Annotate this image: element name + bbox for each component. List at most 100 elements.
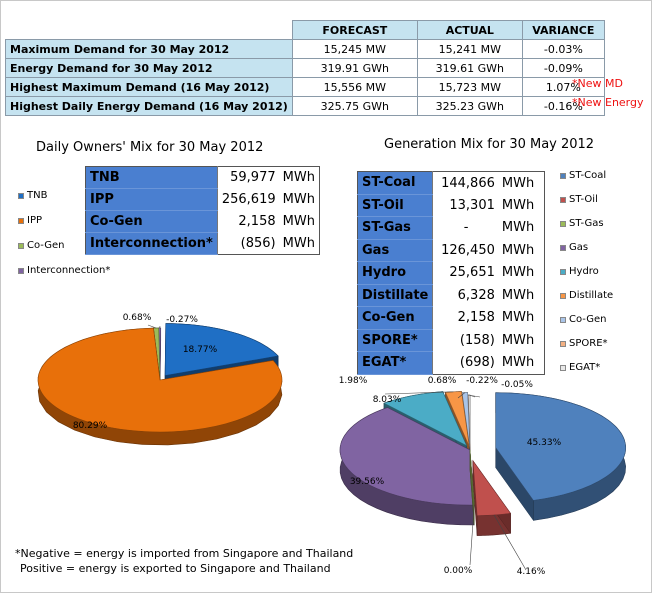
mix-value: 59,977 <box>217 166 280 189</box>
mix-value: 256,619 <box>217 188 280 211</box>
mix-unit: MWh <box>498 261 545 284</box>
pie-slice-ipp <box>37 327 283 446</box>
mix-value: 144,866 <box>432 171 499 194</box>
legend-swatch <box>18 242 24 249</box>
gen-legend-item: Distillate <box>560 290 613 301</box>
pie-label: 0.68% <box>123 313 152 323</box>
gen-mix-row: Gas 126,450 MWh <box>357 239 545 262</box>
legend-label: Distillate <box>569 290 614 301</box>
mix-unit: MWh <box>279 188 320 211</box>
mix-name: ST-Coal <box>357 171 434 195</box>
legend-swatch <box>560 316 566 323</box>
legend-label: ST-Coal <box>569 170 607 181</box>
gen-legend-item: Gas <box>560 242 613 253</box>
legend-label: Interconnection* <box>27 265 111 276</box>
legend-label: Co-Gen <box>569 314 607 325</box>
mix-value: - <box>432 216 499 239</box>
pie-label: 39.56% <box>350 477 385 487</box>
demand-row-actual: 15,723 MW <box>416 77 523 97</box>
mix-name: TNB <box>85 166 218 189</box>
legend-swatch <box>18 267 24 274</box>
gen-legend-item: ST-Coal <box>560 170 613 181</box>
demand-row-variance: -0.16% <box>521 96 605 116</box>
demand-row-forecast: 15,556 MW <box>291 77 418 97</box>
demand-header-row: FORECAST ACTUAL VARIANCE <box>5 20 605 40</box>
pie-label: 8.03% <box>373 395 402 405</box>
pie-label: 80.29% <box>73 421 108 431</box>
mix-unit: MWh <box>279 232 320 255</box>
mix-value: 6,328 <box>432 284 499 307</box>
demand-header-actual: ACTUAL <box>416 20 523 40</box>
mix-value: 2,158 <box>432 306 499 329</box>
owners-mix-table: TNB 59,977 MWh IPP 256,619 MWh Co-Gen 2,158 MW… <box>85 166 321 255</box>
gen-legend-item: ST-Gas <box>560 218 613 229</box>
owners-mix-title: Daily Owners' Mix for 30 May 2012 <box>36 140 264 155</box>
mix-name: ST-Gas <box>357 216 434 240</box>
demand-row-actual: 15,241 MW <box>416 39 523 59</box>
mix-unit: MWh <box>498 216 545 239</box>
footnote-negative: *Negative = energy is imported from Sing… <box>15 547 354 560</box>
gen-mix-row: ST-Coal 144,866 MWh <box>357 171 545 195</box>
mix-unit: MWh <box>498 284 545 307</box>
generation-mix-table: ST-Coal 144,866 MWh ST-Oil 13,301 MWh ST-Gas… <box>357 171 546 375</box>
legend-swatch <box>18 217 24 224</box>
owners-legend-item: TNB <box>18 190 110 201</box>
pie-label: -0.05% <box>501 380 533 390</box>
new-md-note: *New MD <box>572 77 623 90</box>
owners-mix-row: TNB 59,977 MWh <box>85 166 320 189</box>
gen-legend-item: SPORE* <box>560 338 613 349</box>
legend-label: TNB <box>27 190 48 201</box>
legend-label: IPP <box>27 215 43 226</box>
gen-legend-item: ST-Oil <box>560 194 613 205</box>
mix-unit: MWh <box>498 306 545 329</box>
legend-swatch <box>560 244 566 251</box>
mix-value: (698) <box>432 351 499 374</box>
footnote-positive: Positive = energy is exported to Singapo… <box>20 562 331 575</box>
mix-value: (856) <box>217 232 280 255</box>
pie-leader-line <box>469 394 476 398</box>
owners-mix-row: IPP 256,619 MWh <box>85 188 320 211</box>
gen-legend-item: Co-Gen <box>560 314 613 325</box>
gen-mix-row: ST-Gas - MWh <box>357 216 545 240</box>
demand-header-forecast: FORECAST <box>291 20 418 40</box>
owners-legend-item: Interconnection* <box>18 265 110 276</box>
demand-header-blank <box>5 20 293 40</box>
pie-leader-line <box>469 504 475 566</box>
legend-swatch <box>560 268 566 275</box>
mix-unit: MWh <box>279 210 320 233</box>
legend-label: EGAT* <box>569 362 601 373</box>
legend-swatch <box>560 172 566 179</box>
gen-legend-item: EGAT* <box>560 362 613 373</box>
pie-slice-st-coal <box>495 392 626 522</box>
mix-name: ST-Oil <box>357 194 434 217</box>
pie-leader-line <box>384 391 454 395</box>
gen-mix-row: Co-Gen 2,158 MWh <box>357 306 545 330</box>
legend-label: Gas <box>569 242 589 253</box>
demand-row: Highest Daily Energy Demand (16 May 2012… <box>5 96 605 116</box>
legend-swatch <box>560 340 566 347</box>
generation-mix-title: Generation Mix for 30 May 2012 <box>384 137 595 152</box>
owners-legend-item: Co-Gen <box>18 240 110 251</box>
mix-name: Co-Gen <box>85 210 218 233</box>
new-energy-note: *New Energy <box>572 96 644 109</box>
pie-leader-line <box>457 392 466 399</box>
pie-label: 1.98% <box>339 376 368 386</box>
demand-row-actual: 325.23 GWh <box>416 96 523 116</box>
legend-swatch <box>560 220 566 227</box>
owners-pie-chart: 18.77% 80.29% 0.68% -0.27% <box>37 313 283 446</box>
demand-row-forecast: 319.91 GWh <box>291 58 418 78</box>
gen-mix-row: Hydro 25,651 MWh <box>357 261 545 285</box>
generation-pie-chart: 45.33% 4.16% 0.00% 39.56% 8.03% 1.98% 0.68% -0.… <box>339 376 626 577</box>
mix-unit: MWh <box>498 171 545 194</box>
gen-mix-row: Distillate 6,328 MWh <box>357 284 545 307</box>
legend-label: SPORE* <box>569 338 608 349</box>
legend-swatch <box>560 292 566 299</box>
owners-mix-row: Interconnection* (856) MWh <box>85 232 320 255</box>
mix-name: Hydro <box>357 261 434 285</box>
pie-label: 0.68% <box>428 376 457 386</box>
pie-label: -0.22% <box>466 376 498 386</box>
demand-row-label: Energy Demand for 30 May 2012 <box>5 58 293 78</box>
pie-slice-st-gas <box>469 449 475 525</box>
legend-label: ST-Gas <box>569 218 604 229</box>
legend-swatch <box>560 364 566 371</box>
